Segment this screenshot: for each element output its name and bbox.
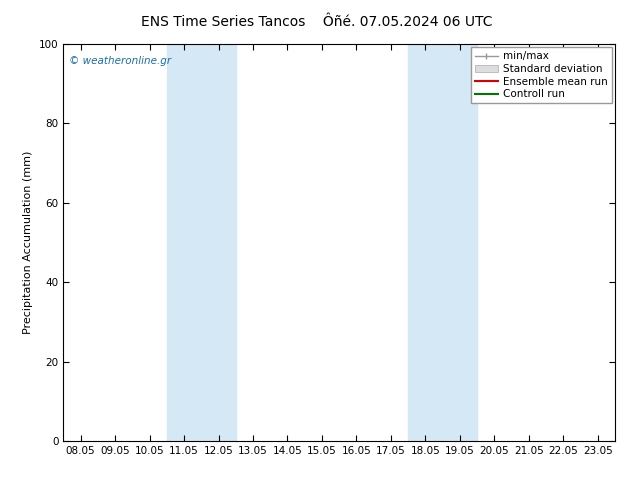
Y-axis label: Precipitation Accumulation (mm): Precipitation Accumulation (mm) xyxy=(23,151,34,334)
Bar xyxy=(167,44,236,441)
Legend: min/max, Standard deviation, Ensemble mean run, Controll run: min/max, Standard deviation, Ensemble me… xyxy=(470,47,612,103)
Text: ENS Time Series Tancos    Ôñé. 07.05.2024 06 UTC: ENS Time Series Tancos Ôñé. 07.05.2024 0… xyxy=(141,15,493,29)
Bar xyxy=(408,44,477,441)
Text: © weatheronline.gr: © weatheronline.gr xyxy=(69,56,171,66)
